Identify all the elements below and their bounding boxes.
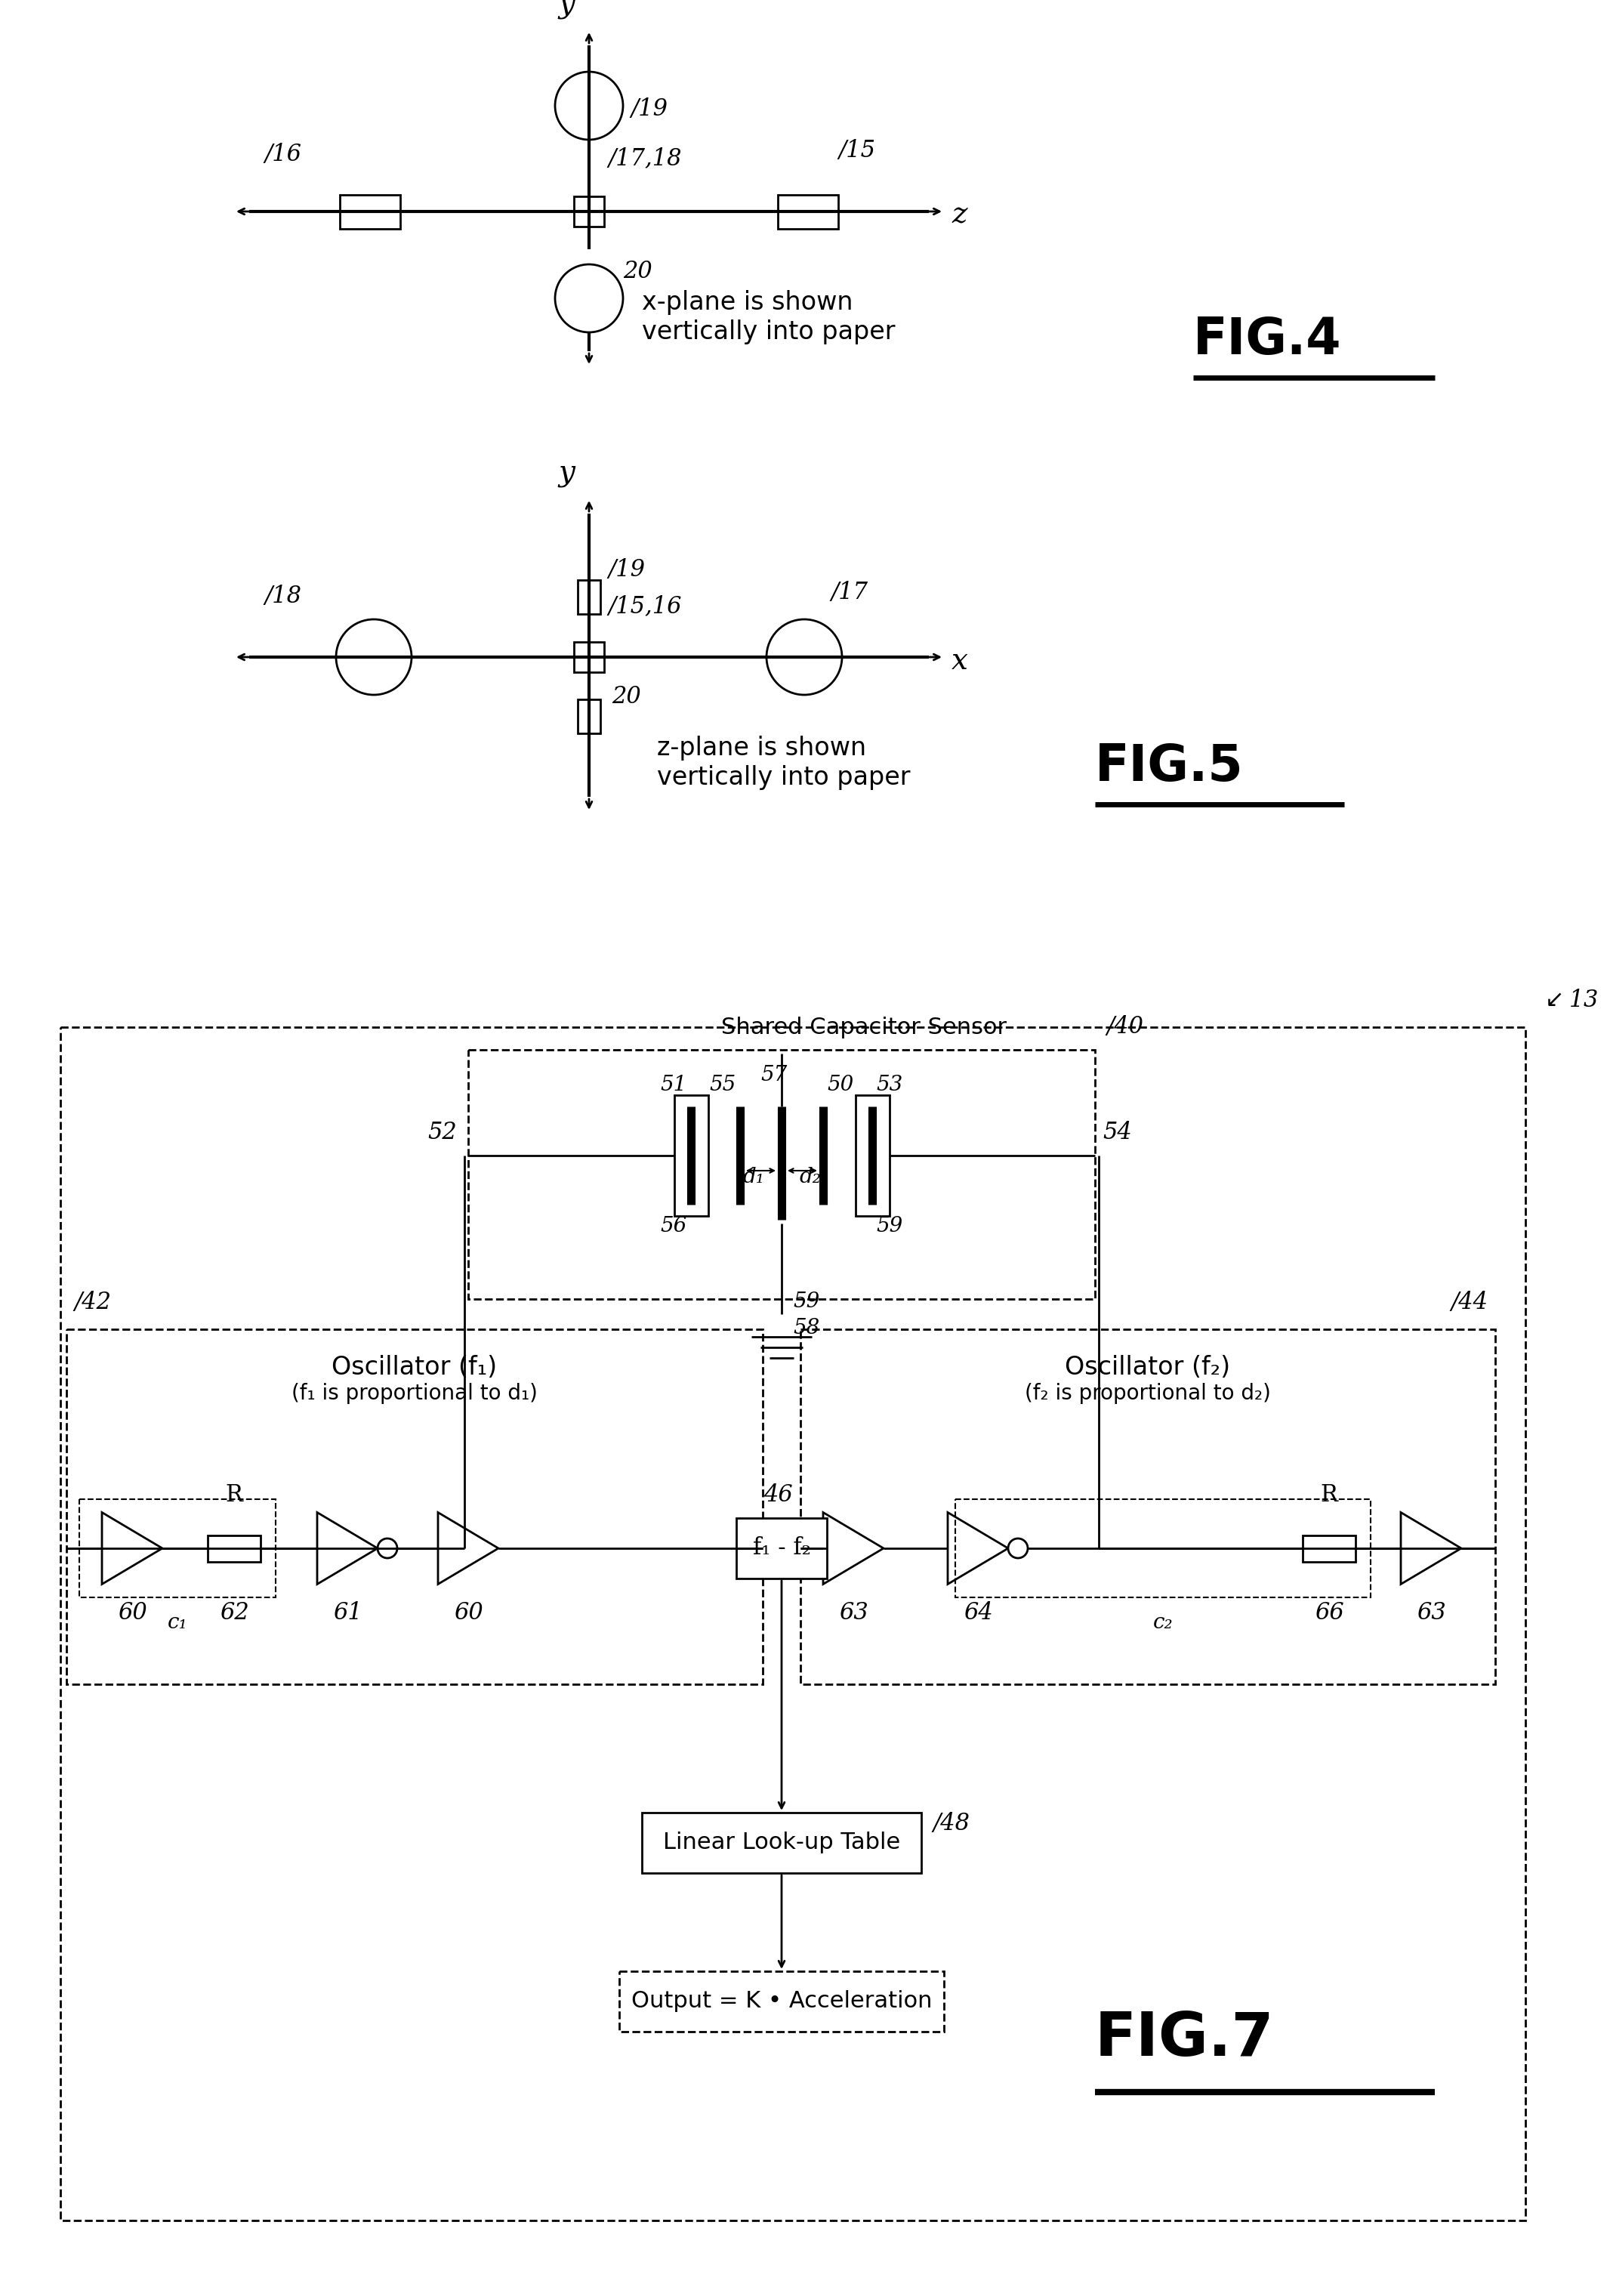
Bar — [573, 197, 604, 227]
Text: /40: /40 — [1106, 1015, 1143, 1038]
Text: FIG.5: FIG.5 — [1095, 742, 1243, 792]
Text: x: x — [952, 647, 968, 675]
Text: R: R — [1320, 1483, 1338, 1506]
Circle shape — [378, 1538, 398, 1559]
Circle shape — [555, 71, 623, 140]
Text: y: y — [559, 0, 575, 18]
Bar — [955, 1499, 1370, 1598]
Bar — [578, 579, 601, 613]
Text: d₁: d₁ — [742, 1166, 765, 1187]
Text: (f₂ is proportional to d₂): (f₂ is proportional to d₂) — [1026, 1382, 1270, 1405]
Text: 57: 57 — [762, 1065, 787, 1086]
Bar — [469, 1049, 1095, 1300]
Text: Linear Look-up Table: Linear Look-up Table — [663, 1832, 900, 1853]
Text: /17,18: /17,18 — [609, 147, 681, 170]
Text: 60: 60 — [118, 1600, 147, 1626]
Text: 46: 46 — [763, 1483, 792, 1506]
Text: d₂: d₂ — [799, 1166, 821, 1187]
Bar — [208, 1536, 261, 1561]
Bar — [1302, 1536, 1356, 1561]
Bar — [620, 1972, 943, 2032]
Text: 66: 66 — [1314, 1600, 1344, 1626]
Circle shape — [1008, 1538, 1027, 1559]
Text: /15: /15 — [839, 140, 876, 163]
Circle shape — [766, 620, 842, 696]
Bar — [642, 1812, 921, 1874]
Text: /15,16: /15,16 — [609, 595, 681, 618]
Text: 63: 63 — [839, 1600, 868, 1626]
Bar — [855, 1095, 889, 1217]
Text: c₂: c₂ — [1153, 1612, 1174, 1632]
Text: $\swarrow$13: $\swarrow$13 — [1541, 990, 1599, 1013]
Text: /19: /19 — [609, 558, 646, 581]
Bar — [66, 1329, 763, 1685]
Text: 61: 61 — [333, 1600, 362, 1626]
Text: 20: 20 — [623, 259, 652, 282]
Bar — [79, 1499, 275, 1598]
Text: f₁ - f₂: f₁ - f₂ — [752, 1536, 810, 1559]
Text: /18: /18 — [264, 585, 301, 608]
Text: /19: /19 — [631, 99, 668, 122]
Text: c₁: c₁ — [167, 1612, 187, 1632]
Bar — [61, 1026, 1525, 2220]
Text: 20: 20 — [612, 684, 641, 709]
Text: R: R — [225, 1483, 243, 1506]
Text: /42: /42 — [74, 1290, 111, 1313]
Circle shape — [555, 264, 623, 333]
Text: 64: 64 — [963, 1600, 992, 1626]
Text: Shared Capacitor Sensor: Shared Capacitor Sensor — [721, 1017, 1006, 1038]
Text: /44: /44 — [1451, 1290, 1488, 1313]
Text: 59: 59 — [792, 1290, 819, 1311]
Text: y: y — [559, 459, 575, 487]
Text: 51: 51 — [660, 1075, 687, 1095]
Text: /48: /48 — [932, 1812, 969, 1835]
Text: z-plane is shown
vertically into paper: z-plane is shown vertically into paper — [657, 737, 910, 790]
Circle shape — [336, 620, 412, 696]
Text: 50: 50 — [828, 1075, 853, 1095]
Text: (f₁ is proportional to d₁): (f₁ is proportional to d₁) — [291, 1382, 538, 1405]
Bar — [800, 1329, 1496, 1685]
Text: x-plane is shown
vertically into paper: x-plane is shown vertically into paper — [642, 289, 895, 344]
Text: 56: 56 — [660, 1217, 687, 1235]
Text: 52: 52 — [428, 1120, 457, 1143]
Text: 55: 55 — [710, 1075, 736, 1095]
Text: /17: /17 — [831, 581, 868, 604]
Bar — [736, 1518, 828, 1580]
Text: 58: 58 — [792, 1318, 819, 1339]
Text: 54: 54 — [1103, 1120, 1132, 1143]
Bar — [573, 643, 604, 673]
Text: 62: 62 — [219, 1600, 248, 1626]
Text: Output = K • Acceleration: Output = K • Acceleration — [631, 1991, 932, 2011]
Bar — [578, 698, 601, 732]
Text: /16: /16 — [264, 142, 301, 165]
Bar — [778, 195, 839, 230]
Text: Oscillator (f₂): Oscillator (f₂) — [1066, 1355, 1230, 1380]
Text: z: z — [952, 202, 968, 230]
Bar — [340, 195, 401, 230]
Text: 63: 63 — [1417, 1600, 1446, 1626]
Text: FIG.4: FIG.4 — [1193, 315, 1341, 365]
Text: Oscillator (f₁): Oscillator (f₁) — [332, 1355, 497, 1380]
Text: FIG.7: FIG.7 — [1095, 2009, 1275, 2069]
Text: 59: 59 — [876, 1217, 903, 1235]
Text: 53: 53 — [876, 1075, 903, 1095]
Bar — [675, 1095, 708, 1217]
Text: 60: 60 — [454, 1600, 483, 1626]
